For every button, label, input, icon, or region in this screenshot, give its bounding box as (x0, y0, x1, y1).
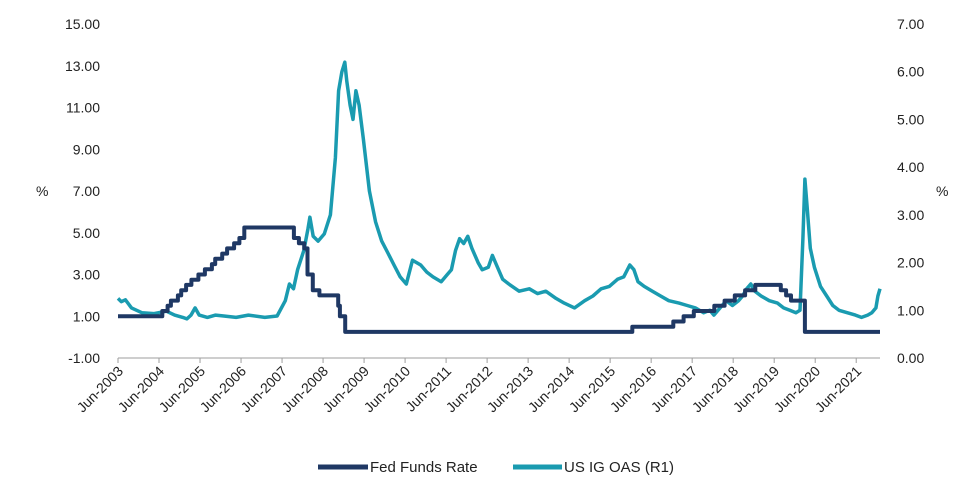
left-tick-label: 13.00 (65, 58, 100, 74)
right-tick-label: 2.00 (897, 255, 924, 271)
x-axis-labels: Jun-2003Jun-2004Jun-2005Jun-2006Jun-2007… (74, 363, 865, 416)
legend-label-fed-funds: Fed Funds Rate (370, 459, 478, 476)
right-tick-label: 1.00 (897, 302, 924, 318)
left-tick-label: 1.00 (73, 308, 100, 324)
x-axis-ticks (117, 358, 857, 363)
right-tick-label: 5.00 (897, 111, 924, 127)
left-tick-label: 11.00 (66, 100, 100, 116)
right-axis-label: % (936, 183, 948, 199)
right-tick-label: 7.00 (897, 16, 924, 32)
right-tick-label: 3.00 (897, 207, 924, 223)
legend: Fed Funds Rate US IG OAS (R1) (318, 459, 674, 476)
left-axis-ticks: 15.00 13.00 11.00 9.00 7.00 5.00 3.00 1.00 -1.00 (65, 16, 100, 366)
right-tick-label: 0.00 (897, 350, 924, 366)
left-tick-label: 15.00 (65, 16, 100, 32)
right-tick-label: 4.00 (897, 159, 924, 175)
legend-label-us-ig-oas: US IG OAS (R1) (564, 459, 674, 476)
right-tick-label: 6.00 (897, 64, 924, 80)
left-tick-label: -1.00 (68, 350, 100, 366)
left-tick-label: 9.00 (73, 141, 100, 157)
series-line-fed-funds-rate (118, 225, 880, 334)
left-tick-label: 7.00 (73, 183, 100, 199)
left-tick-label: 5.00 (73, 225, 100, 241)
plot-lines (116, 60, 882, 334)
right-axis-ticks: 7.00 6.00 5.00 4.00 3.00 2.00 1.00 0.00 (897, 16, 924, 366)
series-line-us-ig-oas (116, 60, 882, 321)
left-tick-label: 3.00 (73, 267, 100, 283)
left-axis-label: % (36, 183, 48, 199)
